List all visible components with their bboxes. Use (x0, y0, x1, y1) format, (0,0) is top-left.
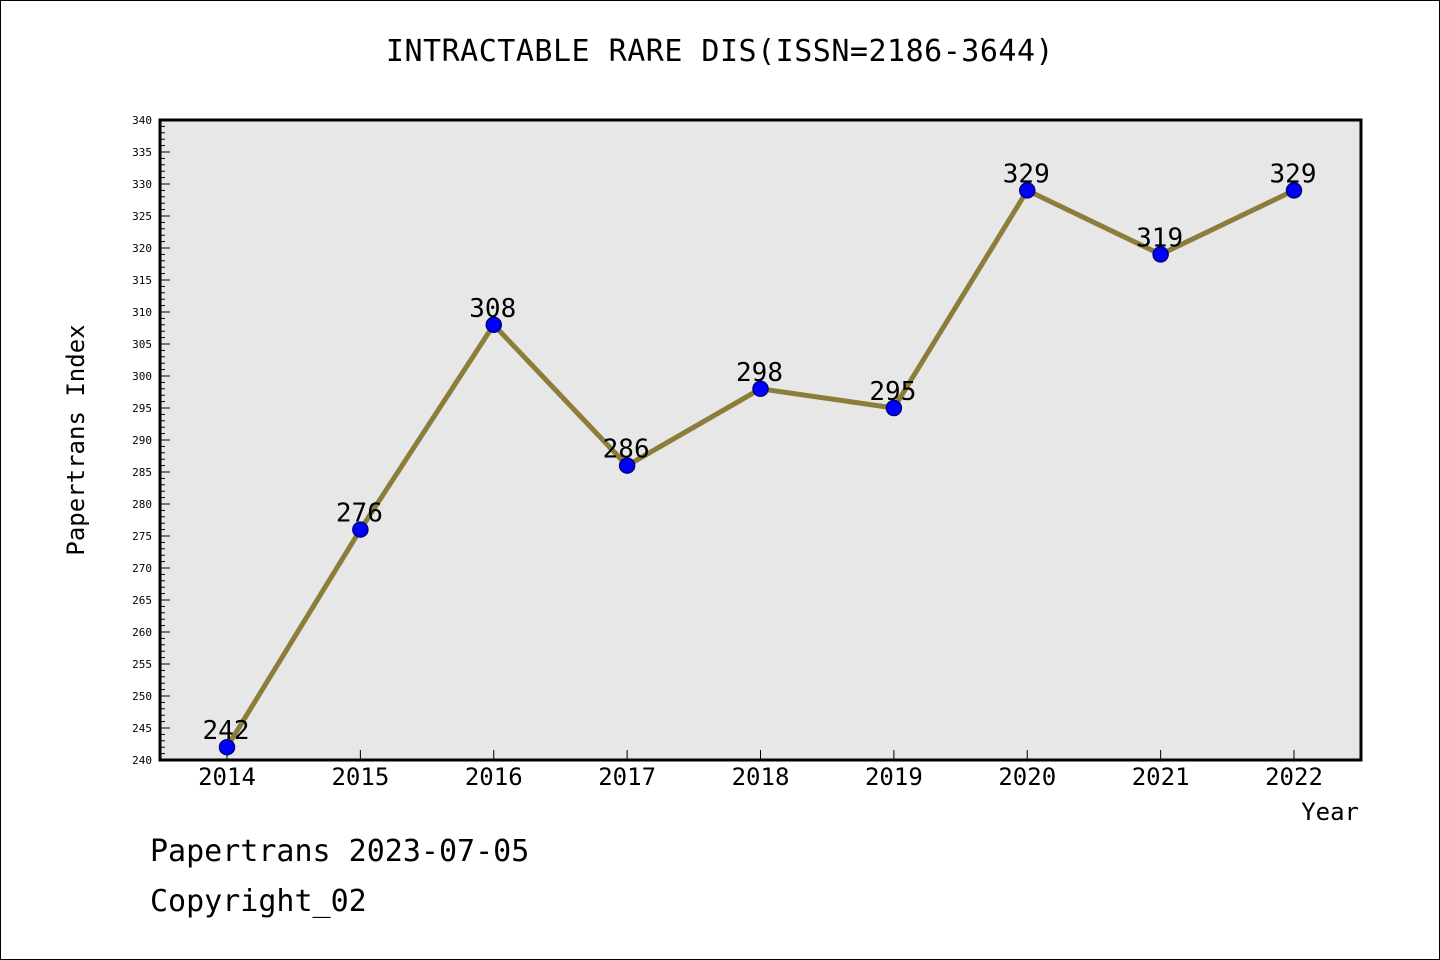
footer-copyright-line: Copyright_02 (150, 884, 367, 919)
data-point-marker (485, 316, 502, 334)
y-tick-label: 250 (132, 690, 152, 703)
x-axis-tick-labels: 2014 2015 2016 2017 2018 2019 2020 2021 2022 (198, 763, 1323, 791)
x-tick-label: 2020 (998, 763, 1056, 791)
y-tick-label: 320 (132, 242, 152, 255)
data-label: 286 (603, 435, 650, 465)
data-point-marker (618, 457, 636, 474)
y-tick-label: 255 (132, 658, 152, 671)
y-tick-label: 260 (132, 626, 152, 639)
footer-date-line: Papertrans 2023-07-05 (150, 834, 530, 869)
y-tick-label: 315 (132, 274, 152, 287)
x-tick-label: 2021 (1132, 763, 1190, 791)
x-tick-label: 2022 (1265, 763, 1323, 791)
y-tick-label: 240 (132, 754, 152, 767)
y-tick-label: 295 (132, 402, 152, 415)
y-tick-label: 265 (132, 594, 152, 607)
y-tick-label: 330 (132, 178, 152, 191)
y-tick-label: 310 (132, 306, 152, 319)
data-label: 298 (736, 358, 783, 388)
y-tick-label: 245 (132, 722, 152, 735)
data-point-marker (1285, 182, 1303, 199)
data-label: 295 (869, 377, 916, 407)
y-tick-label: 300 (132, 370, 152, 383)
x-tick-label: 2017 (598, 763, 656, 791)
data-point-marker (352, 521, 369, 538)
y-tick-label: 270 (132, 562, 152, 575)
series-markers (218, 182, 1303, 756)
y-axis-title: Papertrans Index (62, 324, 90, 555)
data-labels: 242 276 308 286 298 295 329 319 329 (203, 159, 1317, 746)
x-tick-label: 2014 (198, 763, 256, 791)
plot-area (160, 120, 1361, 760)
y-axis-tick-labels: 240 245 250 255 260 265 270 275 280 285 290 295 300 3… (132, 114, 152, 767)
data-point-marker (218, 738, 236, 756)
data-point-marker (1019, 182, 1036, 199)
data-point-marker (1152, 246, 1169, 263)
data-label: 308 (469, 294, 516, 324)
data-point-marker (752, 380, 769, 398)
y-tick-label: 275 (132, 530, 152, 543)
data-point-marker (885, 399, 903, 417)
chart-title: INTRACTABLE RARE DIS(ISSN=2186-3644) (385, 34, 1055, 69)
y-tick-label: 285 (132, 466, 152, 479)
plot-border (158, 118, 1363, 762)
data-label: 276 (336, 499, 383, 529)
y-tick-label: 335 (132, 146, 152, 159)
data-label: 329 (1270, 159, 1317, 189)
data-label: 319 (1136, 223, 1183, 253)
data-label: 329 (1003, 159, 1050, 189)
x-tick-label: 2015 (331, 763, 389, 791)
y-tick-label: 340 (132, 114, 152, 127)
x-tick-label: 2018 (732, 763, 790, 791)
data-label: 242 (203, 716, 250, 746)
x-tick-label: 2016 (465, 763, 523, 791)
y-tick-label: 325 (132, 210, 152, 223)
y-tick-label: 290 (132, 434, 152, 447)
x-axis-title: Year (1301, 798, 1359, 826)
y-tick-label: 280 (132, 498, 152, 511)
y-tick-label: 305 (132, 338, 152, 351)
x-tick-label: 2019 (865, 763, 923, 791)
